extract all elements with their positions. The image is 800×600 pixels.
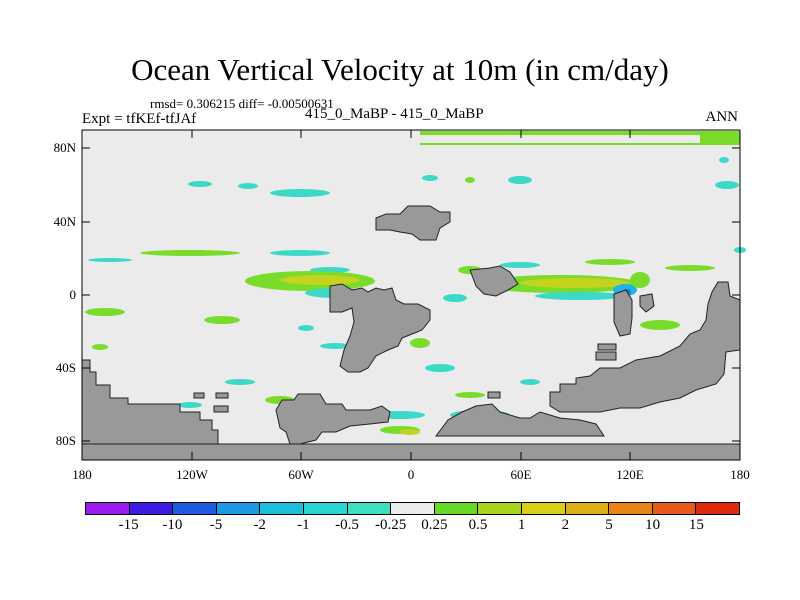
patch <box>85 308 125 316</box>
patch <box>140 250 240 256</box>
tick-marks <box>82 130 740 460</box>
patch <box>238 183 258 189</box>
patch <box>88 258 132 262</box>
land-island-a <box>613 289 633 337</box>
colorbar-swatch <box>652 503 697 514</box>
colorbar-label: 15 <box>688 517 704 533</box>
land-south-america <box>329 283 431 373</box>
colorbar <box>85 502 740 515</box>
colorbar-swatch <box>173 503 217 514</box>
x-tick-label: 60E <box>510 467 532 482</box>
patch <box>465 177 475 183</box>
land-north <box>375 205 451 241</box>
colorbar-swatch <box>347 503 392 514</box>
patch <box>719 157 729 163</box>
land-west-south <box>81 359 219 445</box>
patch <box>400 429 420 435</box>
patch <box>320 343 350 349</box>
colorbar-swatch <box>696 503 739 514</box>
colorbar-swatch <box>303 503 348 514</box>
patch <box>225 379 255 385</box>
colorbar-swatch <box>86 503 130 514</box>
patch <box>92 344 108 350</box>
colorbar-swatch <box>391 503 435 514</box>
case-label: 415_0_MaBP - 415_0_MaBP <box>305 106 484 122</box>
arctic-ocean-gap <box>420 135 700 143</box>
colorbar-label: -1 <box>297 517 310 533</box>
y-tick-label: 40S <box>55 360 76 375</box>
patch <box>422 175 438 181</box>
season-label: ANN <box>705 109 739 125</box>
patch <box>270 250 330 256</box>
patch <box>204 316 240 324</box>
colorbar-label: 5 <box>605 517 613 533</box>
patch <box>188 181 212 187</box>
colorbar-swatch <box>521 503 566 514</box>
colorbar-swatch <box>565 503 610 514</box>
colorbar-swatch <box>129 503 174 514</box>
patch <box>178 402 202 408</box>
x-tick-label: 0 <box>407 467 415 482</box>
colorbar-swatch <box>434 503 479 514</box>
patch <box>715 181 739 189</box>
patch <box>585 259 635 265</box>
land-east-south <box>435 403 605 437</box>
colorbar-label: -0.5 <box>335 517 359 533</box>
land-island-c <box>595 351 617 361</box>
land-island-b <box>639 293 655 313</box>
ocean-background <box>82 130 740 460</box>
colorbar-label: -0.25 <box>375 517 407 533</box>
colorbar-label: -2 <box>253 517 266 533</box>
land-islet <box>213 405 229 413</box>
stats-line: rmsd= 0.306215 diff= -0.00500631 <box>150 96 334 111</box>
pacific-positive-core <box>520 278 630 288</box>
patch <box>640 320 680 330</box>
patch <box>665 265 715 271</box>
plot-title: Ocean Vertical Velocity at 10m (in cm/da… <box>131 52 669 87</box>
colorbar-label: -10 <box>162 517 183 533</box>
patch <box>443 294 467 302</box>
colorbar-label: 0.25 <box>421 517 448 533</box>
patch <box>508 176 532 184</box>
y-tick-label: 40N <box>53 214 76 229</box>
experiment-label: Expt = tfKEf-tfJAf <box>82 111 197 127</box>
patch <box>455 392 485 398</box>
atlantic-positive-core <box>280 275 360 285</box>
x-tick-label: 180 <box>730 467 750 482</box>
patch <box>270 189 330 197</box>
patch <box>298 325 314 331</box>
x-tick-label: 120E <box>616 467 644 482</box>
colorbar-swatch <box>609 503 653 514</box>
colorbar-label: 0.5 <box>468 517 488 533</box>
colorbar-swatch <box>478 503 522 514</box>
x-tick-label: 120W <box>176 467 208 482</box>
y-tick-label: 0 <box>69 287 77 302</box>
y-tick-label: 80N <box>53 140 76 155</box>
patch <box>630 272 650 288</box>
land-africa <box>469 265 519 297</box>
patch <box>520 379 540 385</box>
colorbar-label: 2 <box>561 517 570 533</box>
land-islet <box>215 392 229 399</box>
pacific-negative-band <box>535 292 625 300</box>
colorbar-label: 1 <box>517 517 526 533</box>
colorbar-label: -15 <box>118 517 139 533</box>
land <box>81 205 741 461</box>
land-islet <box>193 392 205 399</box>
patch <box>425 364 455 372</box>
colorbar-label: 10 <box>645 517 661 533</box>
patch <box>410 338 430 348</box>
colorbar-label: -5 <box>209 517 223 533</box>
colorbar-swatch <box>216 503 261 514</box>
land-australia <box>549 281 741 413</box>
land-islet <box>487 391 501 399</box>
y-tick-label: 80S <box>55 433 76 448</box>
colorbar-swatch <box>260 503 304 514</box>
x-tick-label: 60W <box>288 467 314 482</box>
patch <box>500 262 540 268</box>
x-tick-label: 180 <box>72 467 92 482</box>
land-islet <box>597 343 617 351</box>
